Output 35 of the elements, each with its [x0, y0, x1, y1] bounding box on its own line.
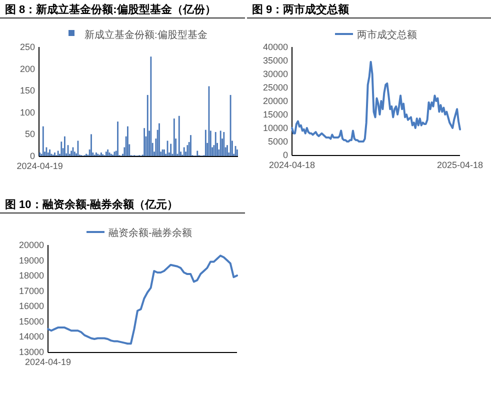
y-tick-label: 15000 — [262, 110, 288, 120]
y-tick-label: 35000 — [262, 56, 288, 66]
y-tick-label: 16000 — [18, 301, 44, 312]
x-tick-label: 2025-04-18 — [436, 160, 484, 170]
y-tick-label: 19000 — [18, 255, 44, 266]
y-tick-label: 100 — [20, 107, 35, 118]
x-tick-label: 2024-04-18 — [268, 160, 316, 170]
y-tick-label: 13000 — [18, 347, 44, 357]
legend-label: 新成立基金份额:偏股型基金 — [84, 29, 208, 41]
x-tick-label: 2024-04-19 — [16, 161, 63, 171]
y-tick-label: 17000 — [18, 286, 44, 296]
legend-label: 融资余额-融券余额 — [108, 227, 192, 239]
y-tick-label: 25000 — [262, 82, 288, 92]
y-tick-label: 50 — [24, 129, 35, 140]
chart-title: 图 10：融资余额-融券余额（亿元） — [5, 198, 178, 211]
y-tick-label: 0 — [30, 151, 35, 161]
y-tick-label: 0 — [282, 150, 288, 160]
y-tick-label: 20000 — [262, 96, 288, 106]
y-tick-label: 5000 — [268, 136, 288, 146]
y-tick-label: 150 — [20, 86, 35, 96]
y-tick-label: 18000 — [18, 270, 44, 281]
y-tick-label: 40000 — [262, 42, 288, 52]
y-tick-label: 10000 — [262, 123, 288, 133]
y-tick-label: 14000 — [18, 332, 44, 342]
y-tick-label: 200 — [20, 64, 35, 74]
y-tick-label: 30000 — [262, 69, 288, 79]
chart-title: 图 8：新成立基金份额:偏股型基金（亿份） — [5, 3, 216, 16]
y-tick-label: 250 — [20, 42, 35, 52]
legend-label: 两市成交总额 — [357, 29, 417, 41]
x-tick-label: 2024-04-19 — [24, 357, 72, 367]
line-series — [291, 60, 461, 142]
line-series — [47, 254, 238, 345]
y-tick-label: 20000 — [18, 240, 44, 250]
y-tick-label: 15000 — [18, 316, 44, 326]
chart-title: 图 9：两市成交总额 — [252, 3, 350, 16]
